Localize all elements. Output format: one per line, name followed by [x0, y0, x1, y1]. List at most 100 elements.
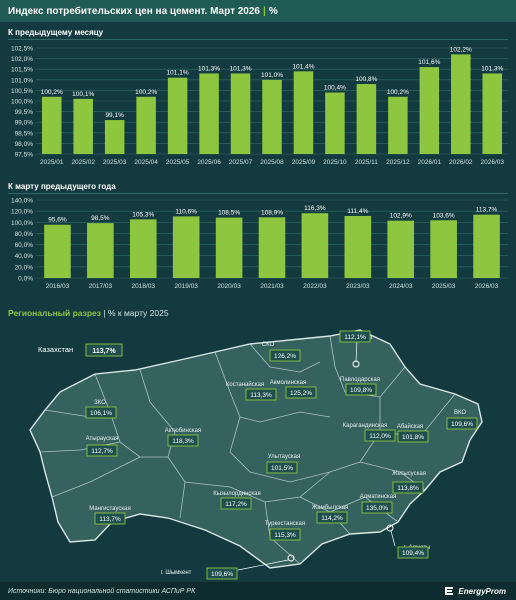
- monthly-ytick-label: 100,5%: [11, 88, 33, 95]
- monthly-bar: [451, 54, 471, 154]
- monthly-bar: [293, 71, 314, 154]
- region-value-label: 117,2%: [225, 501, 247, 508]
- region-value-box: [446, 417, 478, 430]
- monthly-xtick-label: 2026/03: [481, 159, 505, 166]
- region-value-box: [206, 567, 238, 580]
- yearly-bar: [215, 217, 243, 278]
- monthly-bar: [356, 84, 377, 154]
- monthly-ytick-label: 98,0%: [15, 141, 34, 148]
- region-name-label: Улытауская: [268, 454, 300, 460]
- monthly-bar: [41, 96, 62, 154]
- monthly-xtick-label: 2026/01: [418, 159, 442, 166]
- yearly-data-label: 113,7%: [476, 207, 498, 214]
- yearly-bar: [129, 219, 157, 278]
- monthly-xtick-label: 2025/07: [229, 159, 253, 166]
- yearly-bar: [473, 214, 500, 278]
- monthly-xtick-label: 2025/11: [355, 159, 378, 166]
- yearly-data-label: 108,5%: [218, 210, 240, 217]
- monthly-data-label: 101,4%: [292, 63, 314, 70]
- monthly-xtick-label: 2025/04: [134, 159, 158, 166]
- monthly-ytick-label: 98,5%: [15, 130, 34, 137]
- kazakhstan-region-map: СКОг. АстанаКостанайскаяАкмолинскаяПавло…: [29, 329, 483, 580]
- region-value-label: 101,8%: [402, 434, 424, 441]
- region-name-label: Павлодарская: [340, 377, 380, 383]
- region-name-label: ЗКО: [94, 400, 106, 406]
- almaty-marker: [386, 524, 394, 532]
- yearly-xtick-label: 2024/03: [389, 283, 413, 290]
- region-value-label: 106,1%: [90, 410, 112, 417]
- region-value-box: [392, 481, 424, 494]
- region-value-label: 113,3%: [250, 392, 272, 399]
- yearly-bar: [172, 216, 200, 278]
- shymkent-leader-line: [237, 559, 289, 571]
- monthly-ytick-label: 100,0%: [11, 99, 33, 106]
- region-value-box: [266, 461, 298, 474]
- yearly-bar: [430, 220, 457, 278]
- region-value-box: [245, 388, 277, 401]
- region-value-box: [361, 501, 393, 514]
- astana-leader-line: [355, 338, 358, 363]
- region-value-label: 109,6%: [451, 421, 473, 428]
- region-value-box: [397, 430, 429, 443]
- yearly-ytick-label: 40,0%: [15, 253, 34, 260]
- chart2-title-underline: [8, 193, 508, 194]
- yearly-bar: [44, 224, 71, 278]
- page-title: Индекс потребительских цен на цемент. Ма…: [0, 6, 278, 17]
- monthly-data-label: 101,3%: [230, 65, 252, 72]
- chart1-title-underline: [8, 39, 508, 40]
- yearly-ytick-label: 140,0%: [11, 198, 33, 205]
- monthly-bar: [73, 98, 93, 154]
- region-value-label: 118,3%: [172, 438, 194, 445]
- yearly-xtick-label: 2026/03: [475, 283, 499, 290]
- monthly-xtick-label: 2025/10: [323, 159, 347, 166]
- monthly-ytick-label: 102,0%: [11, 56, 33, 63]
- region-name-label: г. Шымкент: [161, 570, 192, 576]
- region-value-box: [316, 511, 348, 524]
- region-name-label: Жетысуская: [392, 471, 426, 477]
- monthly-data-label: 100,2%: [41, 89, 63, 96]
- yearly-data-label: 108,9%: [261, 209, 283, 216]
- yearly-ytick-label: 120,0%: [11, 209, 33, 216]
- monthly-ytick-label: 97,5%: [15, 152, 34, 159]
- yearly-data-label: 116,3%: [304, 205, 326, 212]
- monthly-data-label: 101,3%: [481, 65, 503, 72]
- yearly-data-label: 103,6%: [433, 212, 455, 219]
- monthly-ytick-label: 99,0%: [15, 120, 34, 127]
- map-value-boxes: 126,2% 112,1% 113,3% 125,2% 109,8% 106,1% 118,…: [85, 330, 478, 580]
- title-unit: %: [268, 5, 278, 17]
- energyprom-icon: [445, 587, 454, 595]
- region-value-label: 135,0%: [366, 505, 388, 512]
- region-value-box: [339, 330, 371, 343]
- region-value-box: [397, 546, 429, 559]
- region-name-label: Акмолинская: [270, 380, 306, 386]
- monthly-ytick-label: 101,0%: [11, 77, 33, 84]
- yearly-bar-chart: 0,0% 20,0% 40,0% 60,0% 80,0% 100,0% 120,0% 140,…: [11, 198, 508, 290]
- region-value-label: 112,0%: [369, 433, 391, 440]
- yearly-data-label: 95,6%: [48, 217, 67, 224]
- region-value-box: [269, 349, 301, 362]
- monthly-bar-chart: 97,5% 98,0% 98,5% 99,0% 99,5% 100,0% 100,5% 101…: [11, 46, 508, 166]
- monthly-bar: [199, 73, 219, 154]
- chart1-title: К предыдущему месяцу: [8, 28, 104, 37]
- almaty-leader-line: [390, 530, 396, 547]
- monthly-xtick-label: 2025/01: [40, 159, 64, 166]
- yearly-xtick-label: 2016/03: [46, 283, 70, 290]
- yearly-ytick-label: 20,0%: [15, 264, 34, 271]
- region-value-box: [94, 512, 126, 525]
- monthly-data-label: 102,2%: [450, 46, 472, 53]
- yearly-xtick-label: 2019/03: [174, 283, 198, 290]
- region-value-label: 113,7%: [99, 516, 121, 523]
- region-value-label: 126,2%: [274, 353, 296, 360]
- brand-logo: EnergyProm: [443, 585, 516, 597]
- region-value-label: 112,1%: [344, 334, 366, 341]
- region-value-box: [269, 528, 301, 541]
- monthly-bar: [325, 92, 345, 154]
- title-text: Индекс потребительских цен на цемент. Ма…: [8, 5, 260, 17]
- region-name-label: Актюбинская: [165, 428, 201, 434]
- region-name-label: Абайская: [397, 423, 423, 430]
- title-separator: |: [263, 5, 266, 17]
- monthly-data-label: 100,1%: [72, 91, 94, 98]
- region-value-label: 101,5%: [271, 465, 293, 472]
- yearly-bar: [344, 215, 372, 278]
- monthly-xtick-label: 2026/02: [449, 159, 473, 166]
